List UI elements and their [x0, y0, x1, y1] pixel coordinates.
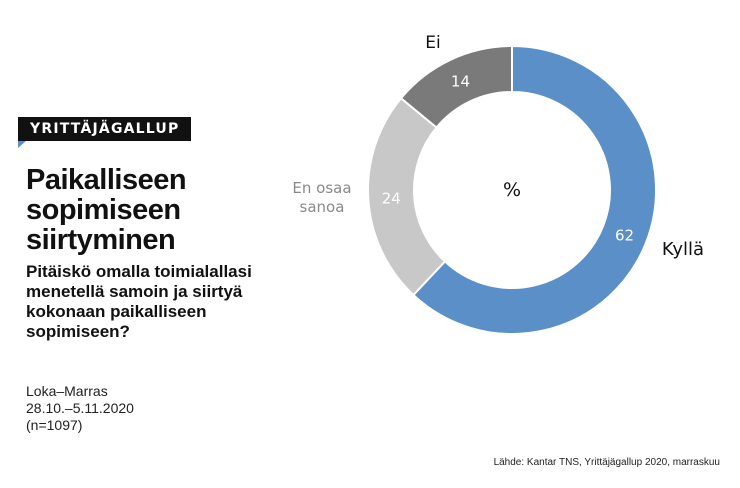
- slice-kylla: [412, 44, 657, 335]
- source-note: Lähde: Kantar TNS, Yrittäjägallup 2020, …: [493, 457, 720, 468]
- chart-title: Paikalliseen sopimiseen siirtyminen: [26, 164, 187, 256]
- survey-sample-size: (n=1097): [26, 417, 83, 433]
- category-label-kylla: Kyllä: [662, 239, 704, 260]
- badge-tail-accent: [18, 141, 26, 148]
- center-percent-label: %: [503, 179, 521, 201]
- survey-dates: 28.10.–5.11.2020: [26, 400, 134, 416]
- slice-en-osaa-sanoa: [367, 96, 447, 297]
- value-label-en-osaa-sanoa: 24: [382, 190, 401, 208]
- category-label-en-osaa-sanoa: En osaa sanoa: [292, 179, 351, 216]
- survey-question: Pitäiskö omalla toimialallasi menetellä …: [26, 262, 252, 341]
- survey-badge: YRITTÄJÄGALLUP: [18, 117, 192, 141]
- value-label-kylla: 62: [615, 227, 634, 245]
- survey-meta: Loka–Marras 28.10.–5.11.2020 (n=1097): [26, 383, 246, 434]
- slice-ei: [399, 44, 513, 129]
- value-label-ei: 14: [451, 73, 470, 91]
- survey-period: Loka–Marras: [26, 383, 108, 399]
- category-label-ei: Ei: [425, 33, 440, 53]
